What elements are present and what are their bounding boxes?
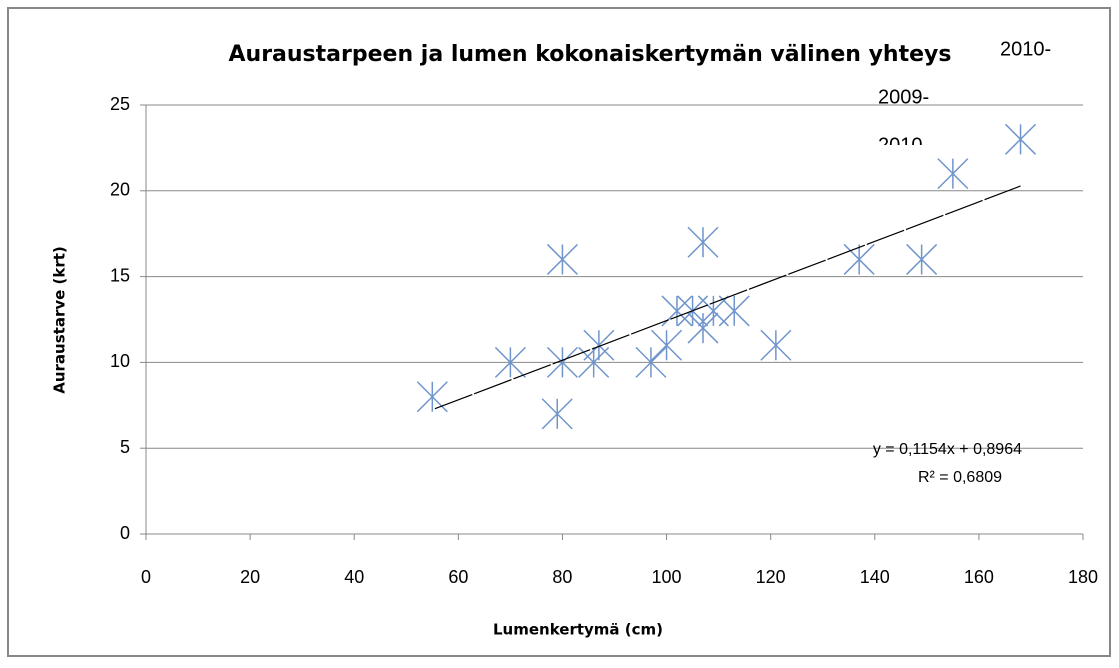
y-tick-label: 10 (110, 351, 130, 371)
trendline (434, 185, 1021, 410)
x-tick-label: 120 (756, 567, 786, 587)
y-tick-label: 0 (120, 523, 130, 543)
x-axis-label: Lumenkertymä (cm) (493, 621, 663, 639)
marker (583, 329, 615, 361)
y-tick-label: 25 (110, 94, 130, 114)
marker (760, 329, 792, 361)
marker (937, 158, 969, 190)
marker (635, 346, 667, 378)
marker (546, 346, 578, 378)
x-tick-label: 0 (141, 567, 151, 587)
trend-equation: y = 0,1154x + 0,8964 (873, 441, 1022, 458)
chart-border (7, 7, 1111, 657)
marker (843, 243, 875, 275)
marker (416, 381, 448, 413)
marker (651, 329, 683, 361)
y-tick-label: 15 (110, 265, 130, 285)
chart-title: Auraustarpeen ja lumen kokonaiskertymän … (229, 42, 952, 67)
marker (494, 346, 526, 378)
y-tick-label: 20 (110, 180, 130, 200)
marker (906, 243, 938, 275)
x-tick-label: 60 (448, 567, 468, 587)
marker (718, 295, 750, 327)
marker (1004, 123, 1037, 155)
marker (541, 398, 573, 430)
x-tick-label: 160 (964, 567, 994, 587)
y-axis-label: Auraustarve (krt) (51, 246, 69, 394)
x-tick-label: 180 (1068, 567, 1098, 587)
marker (546, 243, 578, 275)
x-tick-label: 40 (344, 567, 364, 587)
y-tick-label: 5 (120, 437, 130, 457)
trend-r2: R² = 0,6809 (918, 469, 1002, 486)
x-tick-label: 80 (552, 567, 572, 587)
annotation: 2010 (878, 134, 923, 156)
x-tick-label: 140 (860, 567, 890, 587)
marker (687, 226, 719, 258)
x-tick-label: 20 (240, 567, 260, 587)
annotation: 2010- (1000, 38, 1051, 60)
annotation: 2009- (878, 86, 929, 108)
x-tick-label: 100 (652, 567, 682, 587)
